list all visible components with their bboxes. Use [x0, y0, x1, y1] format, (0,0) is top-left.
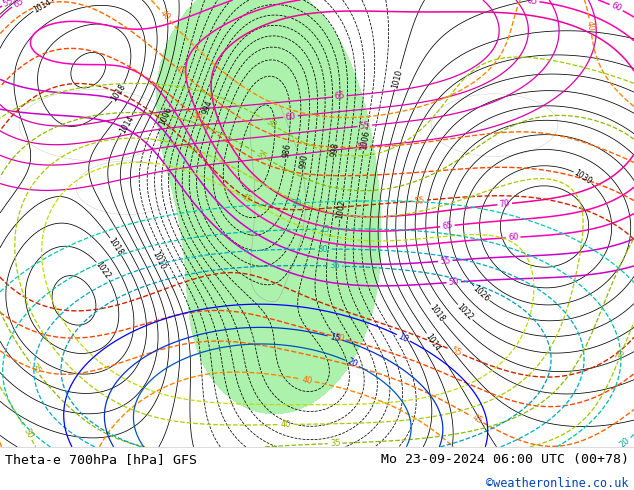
Text: 35: 35 — [254, 149, 268, 162]
Text: 15: 15 — [328, 332, 341, 343]
Text: 45: 45 — [240, 192, 253, 205]
Text: 1030: 1030 — [573, 168, 593, 186]
Text: 1022: 1022 — [94, 260, 112, 281]
Text: 20: 20 — [292, 198, 302, 208]
Text: 60: 60 — [285, 112, 296, 122]
Text: 990: 990 — [299, 153, 309, 169]
Text: 65: 65 — [333, 92, 345, 101]
Text: 986: 986 — [281, 143, 293, 159]
Text: 45: 45 — [173, 64, 187, 78]
Text: 40: 40 — [301, 375, 313, 386]
Text: 994: 994 — [201, 99, 214, 116]
Text: 70: 70 — [499, 199, 510, 209]
Text: 50: 50 — [357, 142, 368, 152]
Text: 1014: 1014 — [32, 0, 53, 14]
Text: 55: 55 — [2, 0, 15, 9]
Text: 1010: 1010 — [391, 69, 404, 90]
Text: Theta-e 700hPa [hPa] GFS: Theta-e 700hPa [hPa] GFS — [5, 453, 197, 466]
Text: 50: 50 — [448, 277, 459, 287]
Text: 10: 10 — [397, 331, 410, 344]
Text: 1018: 1018 — [107, 236, 125, 257]
Text: 20: 20 — [618, 436, 632, 449]
Text: 65: 65 — [442, 221, 453, 231]
Text: 40: 40 — [158, 8, 171, 22]
Text: 1002: 1002 — [335, 199, 347, 220]
Text: 40: 40 — [281, 420, 292, 429]
Text: 35: 35 — [330, 261, 340, 270]
Text: 1006: 1006 — [157, 106, 173, 127]
Text: 60: 60 — [609, 1, 623, 14]
Text: 998: 998 — [330, 142, 340, 157]
Text: 1018: 1018 — [110, 82, 127, 103]
Text: 1014: 1014 — [424, 332, 442, 353]
Text: Mo 23-09-2024 06:00 UTC (00+78): Mo 23-09-2024 06:00 UTC (00+78) — [381, 453, 629, 466]
Text: 55: 55 — [359, 121, 370, 131]
Text: 1022: 1022 — [455, 302, 475, 322]
Text: 20: 20 — [346, 357, 359, 369]
Text: 1018: 1018 — [427, 303, 446, 323]
Text: 45: 45 — [470, 413, 484, 426]
Text: 1006: 1006 — [359, 130, 371, 151]
Text: 65: 65 — [526, 0, 538, 6]
Text: 25: 25 — [319, 224, 330, 234]
Text: 55: 55 — [440, 256, 451, 266]
Text: 30: 30 — [615, 347, 627, 361]
Text: 60: 60 — [508, 233, 519, 242]
Text: ©weatheronline.co.uk: ©weatheronline.co.uk — [486, 477, 629, 490]
Text: 55: 55 — [450, 345, 462, 358]
Text: 30: 30 — [264, 118, 278, 131]
Text: 35: 35 — [29, 362, 42, 376]
Text: 30: 30 — [317, 245, 328, 253]
Text: 55: 55 — [414, 196, 425, 205]
Text: 1026: 1026 — [471, 284, 491, 303]
Text: 40: 40 — [585, 20, 595, 31]
Text: 65: 65 — [11, 0, 25, 10]
Text: 1010: 1010 — [151, 249, 167, 270]
Text: 50: 50 — [333, 332, 346, 343]
Text: 30: 30 — [22, 427, 35, 441]
Text: 1014: 1014 — [118, 114, 135, 135]
Text: 35: 35 — [330, 439, 340, 448]
Text: 50: 50 — [189, 110, 203, 123]
